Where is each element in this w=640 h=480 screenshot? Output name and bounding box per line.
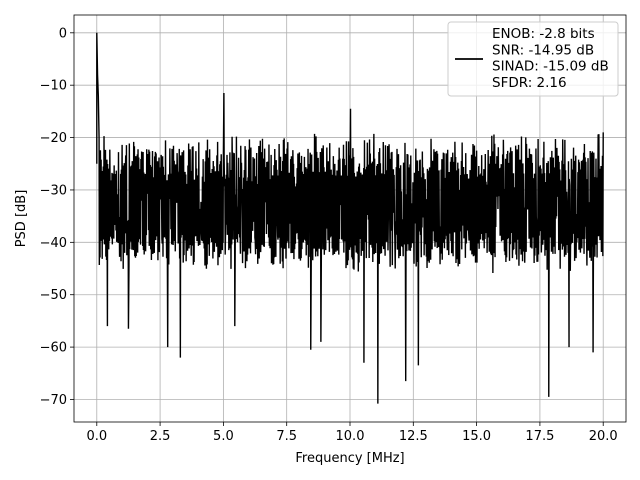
y-tick-label: −50: [40, 288, 67, 303]
x-axis-label: Frequency [MHz]: [295, 451, 404, 466]
y-tick-label: −60: [40, 341, 67, 356]
axes-frame: [73, 14, 627, 423]
ticks: 0.0 2.5 5.0 7.5 10.0 12.5 15.0 17.5 20.0 0 −10 −20 −…: [40, 26, 618, 444]
y-tick-label: −30: [40, 183, 67, 198]
legend-entry-sinad: SINAD: -15.09 dB: [492, 59, 609, 75]
x-tick-label: 0.0: [86, 429, 107, 444]
x-tick-label: 10.0: [336, 429, 365, 444]
psd-series-line: [96, 32, 604, 404]
y-axis-label: PSD [dB]: [14, 190, 29, 248]
y-tick-label: −20: [40, 131, 67, 146]
x-tick-label: 20.0: [589, 429, 618, 444]
plot-area: [96, 32, 604, 404]
x-tick-label: 2.5: [150, 429, 171, 444]
y-tick-label: −70: [40, 393, 67, 408]
x-tick-label: 15.0: [462, 429, 491, 444]
y-tick-label: −40: [40, 236, 67, 251]
legend-entry-sfdr: SFDR: 2.16: [492, 75, 567, 91]
legend: ENOB: -2.8 bits SNR: -14.95 dB SINAD: -1…: [447, 21, 619, 97]
x-tick-label: 7.5: [276, 429, 297, 444]
y-tick-label: 0: [59, 26, 67, 41]
legend-entry-snr: SNR: -14.95 dB: [492, 42, 594, 58]
legend-box: [447, 21, 619, 97]
x-tick-label: 17.5: [525, 429, 554, 444]
legend-entry-enob: ENOB: -2.8 bits: [492, 26, 595, 42]
x-tick-label: 5.0: [213, 429, 234, 444]
x-tick-label: 12.5: [399, 429, 428, 444]
y-tick-label: −10: [40, 79, 67, 94]
